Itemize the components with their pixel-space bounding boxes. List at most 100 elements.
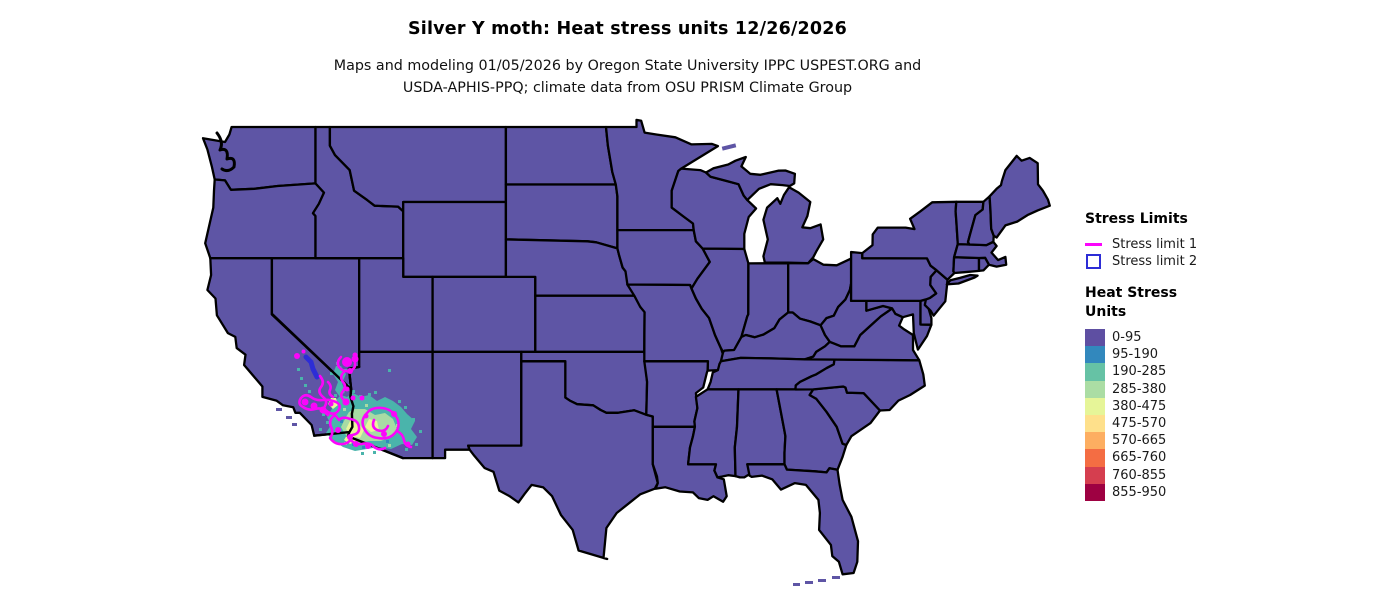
raster-speck [300,377,303,380]
raster-speck [326,421,329,424]
stress-limit1-blob [310,402,318,410]
stress-limit1-blob [352,352,358,358]
state-ct [952,256,981,275]
bin-label: 665-760 [1112,450,1167,466]
heat-stress-bin: 570-665 [1085,432,1235,450]
stress-limit1-contour [336,355,357,373]
bin-swatch [1085,432,1105,450]
stress-limit1-blob [365,443,371,449]
raster-speck [362,446,365,449]
channel-island [292,423,297,426]
bin-label: 285-380 [1112,381,1167,397]
raster-speck [412,418,415,421]
bin-label: 0-95 [1112,330,1142,346]
raster-speck [365,404,368,407]
bin-swatch [1085,397,1105,415]
stress-limit1-blob [342,398,350,406]
legend: Stress Limits Stress limit 1 Stress limit… [1085,211,1235,501]
state-or [204,178,326,260]
state-wi [670,167,758,251]
channel-island [286,416,292,419]
bin-swatch [1085,346,1105,364]
stress-limit1-blob [347,434,353,440]
state-shapes [201,118,1051,576]
state-li [945,273,979,286]
stress-limit1-blob [359,395,365,401]
bin-swatch [1085,380,1105,398]
legend-item-label: Stress limit 1 [1112,237,1198,252]
bin-label: 475-570 [1112,416,1167,432]
stress-limit1-contour [326,380,335,399]
stress-limit1-blob [405,441,411,447]
raster-speck [368,393,371,396]
channel-island [276,408,282,411]
bin-swatch [1085,483,1105,501]
state-nc [794,358,926,412]
state-nm [431,350,523,460]
heat-stress-bin: 190-285 [1085,363,1235,381]
page-subtitle: Maps and modeling 01/05/2026 by Oregon S… [0,55,1255,99]
heat-stress-bin: 665-760 [1085,449,1235,467]
legend-item-label: Stress limit 2 [1112,254,1198,269]
state-mil [762,186,825,265]
legend-item-stress-limit-2: Stress limit 2 [1085,253,1235,270]
raster-speck [419,430,422,433]
bin-swatch [1085,466,1105,484]
bin-label: 855-950 [1112,484,1167,500]
state-wy [402,200,508,279]
heat-stress-bin: 380-475 [1085,397,1235,415]
state-tx [467,360,659,561]
stress-limit2-streak [303,354,320,380]
isle-royale-island [721,143,737,151]
stress-limit1-blob [344,386,350,392]
raster-speck [343,408,346,411]
state-me [988,154,1051,239]
raster-speck [352,390,355,393]
stress-limit1-blob [335,427,341,433]
legend-item-stress-limit-1: Stress limit 1 [1085,236,1235,253]
state-miu [704,155,797,202]
raster-speck [297,368,300,371]
stress-limit1-blob [301,398,309,406]
heat-stress-bin: 285-380 [1085,380,1235,398]
stress-limit1-contour [339,370,347,402]
stress-limit1-blob [363,413,369,419]
stress-limit2-box-icon [1085,253,1105,270]
stress-limit1-blob [347,368,353,374]
heat-stress-bins: 0-95 95-190 190-285 285-380 380-475 475-570 57… [1085,329,1235,501]
state-fl [746,463,860,576]
heat-stress-bin: 855-950 [1085,483,1235,501]
raster-speck [361,452,364,455]
florida-key [805,581,813,584]
raster-speck [404,406,407,409]
page-title: Silver Y moth: Heat stress units 12/26/2… [407,19,848,39]
stress-limits-legend-title: Stress Limits [1085,211,1188,227]
state-co [431,275,537,354]
heat-stress-bin: 95-190 [1085,346,1235,364]
bin-label: 380-475 [1112,398,1167,414]
florida-key [832,576,840,579]
heat-stress-title-line-2: Units [1085,304,1127,320]
stress-limits-items: Stress limit 1 Stress limit 2 [1085,236,1235,270]
raster-speck [405,448,408,451]
bin-label: 570-665 [1112,433,1167,449]
stress-limit2-marks [303,354,320,380]
stress-limit1-contour [371,418,390,433]
heat-stress-title-line-1: Heat Stress [1085,285,1178,301]
bin-label: 760-855 [1112,467,1167,483]
state-nd [504,125,617,186]
stress-limit1-line-icon [1085,236,1105,253]
raster-speck [386,440,389,443]
stress-limit1-contours [294,349,413,451]
stress-limit1-blob [301,349,306,354]
stress-limit1-blob [381,431,387,437]
stress-limit1-blob [351,355,359,363]
state-ms [686,388,740,479]
raster-speck [330,372,333,375]
raster-speck [388,444,391,447]
stress-limit1-blob [294,353,300,359]
raster-speck [322,413,325,416]
subtitle-line-2: USDA-APHIS-PPQ; climate data from OSU PR… [402,80,853,96]
